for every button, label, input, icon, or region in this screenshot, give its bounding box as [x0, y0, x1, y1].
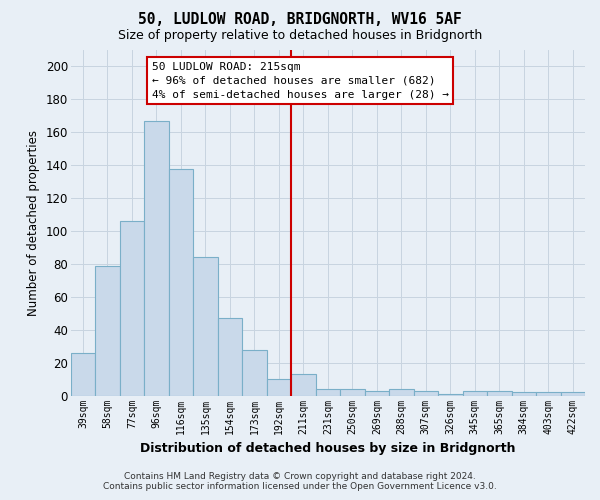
- Bar: [169, 168, 193, 396]
- Text: 50, LUDLOW ROAD, BRIDGNORTH, WV16 5AF: 50, LUDLOW ROAD, BRIDGNORTH, WV16 5AF: [138, 12, 462, 28]
- Text: Contains HM Land Registry data © Crown copyright and database right 2024.
Contai: Contains HM Land Registry data © Crown c…: [103, 472, 497, 491]
- Bar: [95, 266, 119, 396]
- Bar: [266, 379, 291, 396]
- Bar: [487, 390, 512, 396]
- Bar: [218, 318, 242, 396]
- Bar: [291, 374, 316, 396]
- Text: 50 LUDLOW ROAD: 215sqm
← 96% of detached houses are smaller (682)
4% of semi-det: 50 LUDLOW ROAD: 215sqm ← 96% of detached…: [152, 62, 449, 100]
- Bar: [340, 389, 365, 396]
- Bar: [242, 350, 266, 396]
- Bar: [560, 392, 585, 396]
- Bar: [71, 353, 95, 396]
- Bar: [536, 392, 560, 396]
- Bar: [463, 390, 487, 396]
- Bar: [119, 221, 144, 396]
- Bar: [193, 258, 218, 396]
- Text: Size of property relative to detached houses in Bridgnorth: Size of property relative to detached ho…: [118, 29, 482, 42]
- Bar: [144, 121, 169, 396]
- Bar: [316, 389, 340, 396]
- X-axis label: Distribution of detached houses by size in Bridgnorth: Distribution of detached houses by size …: [140, 442, 515, 455]
- Y-axis label: Number of detached properties: Number of detached properties: [27, 130, 40, 316]
- Bar: [389, 389, 413, 396]
- Bar: [512, 392, 536, 396]
- Bar: [438, 394, 463, 396]
- Bar: [365, 390, 389, 396]
- Bar: [413, 390, 438, 396]
